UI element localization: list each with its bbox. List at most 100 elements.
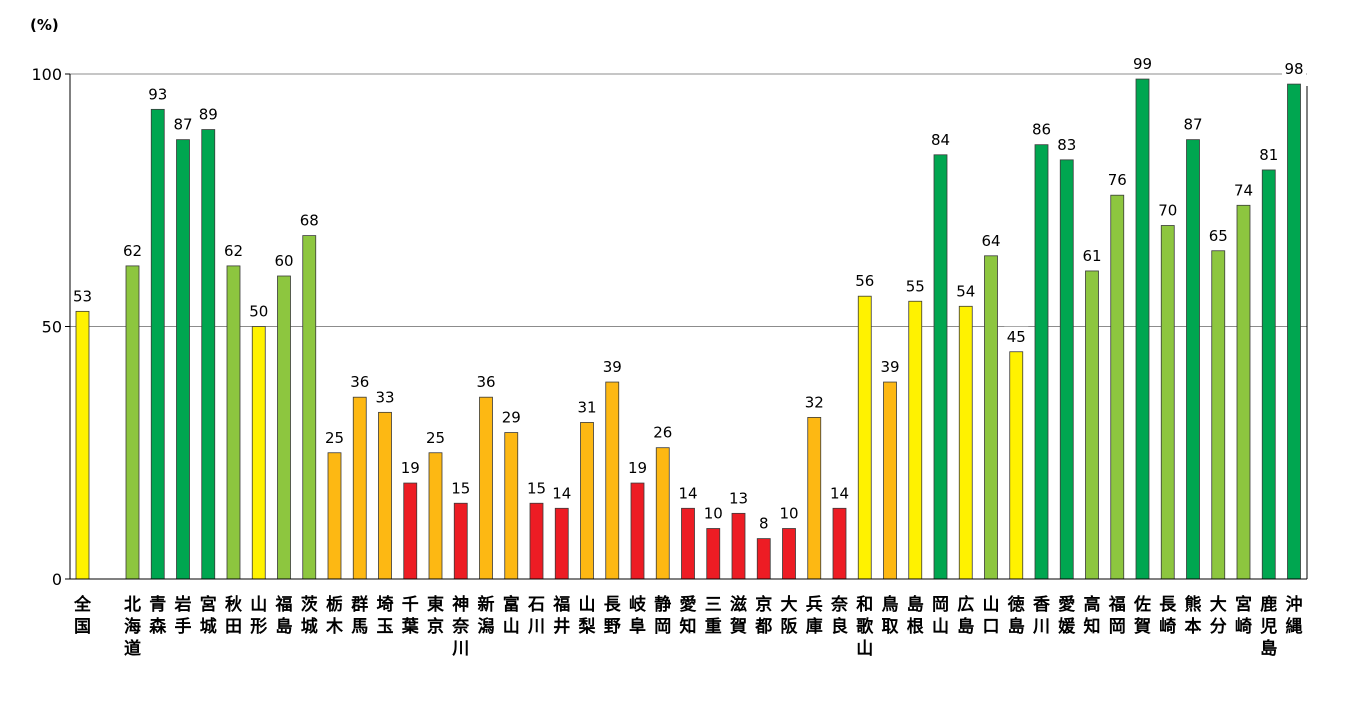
x-tick-label-char: 重 — [705, 616, 722, 637]
data-label-background — [852, 271, 877, 291]
data-label-background — [1155, 200, 1180, 220]
x-tick-label-char: 岐 — [629, 594, 647, 615]
data-label: 14 — [830, 484, 849, 502]
x-tick-label-char: 岡 — [932, 595, 949, 615]
data-label-background — [1282, 59, 1306, 79]
x-tick-label-char: 埼 — [377, 594, 394, 615]
bar — [125, 265, 140, 580]
data-label: 33 — [375, 388, 394, 406]
x-tick-label-char: 福 — [552, 594, 570, 615]
bar — [731, 512, 746, 580]
bar — [908, 300, 923, 580]
x-tick-label-char: 阜 — [629, 616, 646, 637]
x-tick-label-char: 徳 — [1007, 594, 1025, 615]
bar — [176, 139, 190, 580]
data-label: 25 — [325, 429, 344, 447]
bar — [201, 129, 216, 580]
axes — [65, 73, 1308, 580]
data-label-background — [1231, 180, 1256, 200]
x-tick-label-char: 玉 — [377, 617, 394, 637]
data-label-background — [676, 483, 700, 503]
x-tick-label-char: 大 — [781, 594, 798, 615]
bar — [681, 507, 695, 580]
bar — [1211, 250, 1226, 580]
x-tick-label-char: 千 — [402, 595, 419, 615]
data-label-background — [1181, 114, 1205, 134]
x-tick-label-char: 愛 — [680, 594, 697, 615]
x-tick-label-char: 梨 — [578, 616, 597, 637]
x-tick-label-char: 形 — [250, 616, 267, 637]
bar — [352, 396, 367, 580]
data-label-background — [953, 281, 978, 301]
data-label: 15 — [451, 479, 470, 497]
x-tick-label-char: 島 — [1008, 616, 1025, 637]
bar — [1261, 169, 1276, 580]
data-label: 26 — [653, 424, 672, 442]
data-label: 14 — [678, 484, 697, 502]
x-tick-label-char: 新 — [478, 594, 495, 615]
data-label: 39 — [603, 358, 622, 376]
x-tick-label-char: 賀 — [1133, 617, 1151, 637]
x-tick-label-char: 広 — [957, 594, 974, 615]
bar — [883, 381, 897, 580]
data-label-background — [1105, 170, 1130, 190]
bar — [302, 235, 317, 580]
data-label: 36 — [350, 373, 369, 391]
data-label: 29 — [502, 409, 521, 427]
x-tick-label-char: 石 — [527, 595, 545, 615]
data-label: 14 — [552, 484, 571, 502]
data-label-background — [70, 286, 95, 306]
bar — [984, 255, 998, 580]
x-tick-label-char: 栃 — [326, 594, 343, 615]
x-tick-label-char: 崎 — [1159, 616, 1176, 637]
x-tick-label-char: 愛 — [1058, 594, 1075, 615]
x-tick-label-char: 奈 — [451, 616, 470, 637]
data-label-background — [499, 407, 524, 427]
data-label: 56 — [855, 272, 874, 290]
x-tick-label-char: 岡 — [654, 617, 671, 637]
data-label: 8 — [759, 515, 769, 533]
data-label-background — [272, 251, 296, 270]
data-label: 81 — [1259, 146, 1278, 164]
x-tick-label-char: 鹿 — [1260, 594, 1277, 615]
data-label: 50 — [249, 303, 268, 321]
x-tick-label-char: 田 — [225, 617, 242, 637]
data-label-background — [1004, 326, 1029, 346]
data-label: 55 — [906, 277, 925, 295]
x-tick-label-char: 賀 — [729, 617, 747, 637]
data-label-background — [297, 210, 322, 230]
bar — [756, 538, 771, 580]
x-tick-label-char: 鳥 — [882, 594, 899, 615]
bar — [1034, 144, 1049, 580]
bar — [706, 528, 721, 580]
data-label-background — [347, 372, 372, 392]
x-tick-label-char: 手 — [175, 616, 192, 637]
data-label: 70 — [1158, 202, 1177, 220]
data-label-background — [1080, 245, 1104, 265]
bar — [1085, 270, 1099, 580]
data-label: 93 — [148, 85, 167, 103]
data-label: 54 — [956, 282, 975, 300]
bar — [403, 482, 418, 580]
bar — [479, 396, 493, 580]
data-label: 25 — [426, 429, 445, 447]
data-label: 87 — [1183, 116, 1202, 134]
bar — [1160, 225, 1175, 580]
data-label-background — [1130, 54, 1155, 74]
data-label: 62 — [123, 242, 142, 260]
data-label: 68 — [300, 212, 319, 230]
bar — [1135, 78, 1150, 580]
bar — [277, 275, 291, 580]
bar — [580, 422, 594, 580]
x-tick-label-char: 高 — [1084, 594, 1101, 615]
data-label: 86 — [1032, 121, 1051, 139]
x-tick-label-char: 良 — [831, 616, 848, 637]
data-label-background — [145, 84, 170, 104]
x-tick-label-char: 川 — [1032, 617, 1050, 637]
bar — [933, 154, 948, 580]
x-tick-label-char: 福 — [1108, 594, 1126, 615]
x-tick-label-char: 取 — [882, 617, 899, 637]
x-tick-label-char: 宮 — [1235, 594, 1252, 615]
x-tick-label-char: 国 — [74, 617, 91, 637]
